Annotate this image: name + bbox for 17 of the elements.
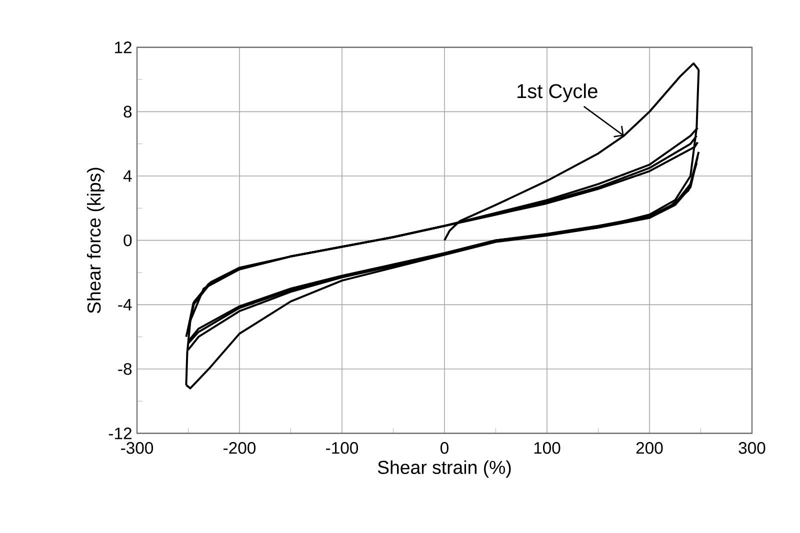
x-tick-label: -200 <box>224 442 256 454</box>
y-tick-label: -4 <box>118 298 132 310</box>
y-tick-label: -12 <box>108 427 132 439</box>
y-tick-label: 0 <box>124 234 132 246</box>
x-tick-label: -300 <box>121 442 154 454</box>
x-axis-title: Shear strain (%) <box>378 460 511 478</box>
annotation: 1st Cycle <box>518 83 598 102</box>
y-axis-title: Shear force (kips) <box>86 168 104 313</box>
y-tick-label: 8 <box>124 106 132 118</box>
x-tick-label: 0 <box>440 442 448 454</box>
x-tick-label: 300 <box>738 442 766 454</box>
y-tick-label: 4 <box>123 170 132 182</box>
y-tick-label: -8 <box>118 362 132 375</box>
x-tick-label: 100 <box>534 442 560 454</box>
x-tick-label: 200 <box>636 442 663 454</box>
y-tick-label: 12 <box>115 41 132 53</box>
x-tick-label: -100 <box>326 442 358 454</box>
